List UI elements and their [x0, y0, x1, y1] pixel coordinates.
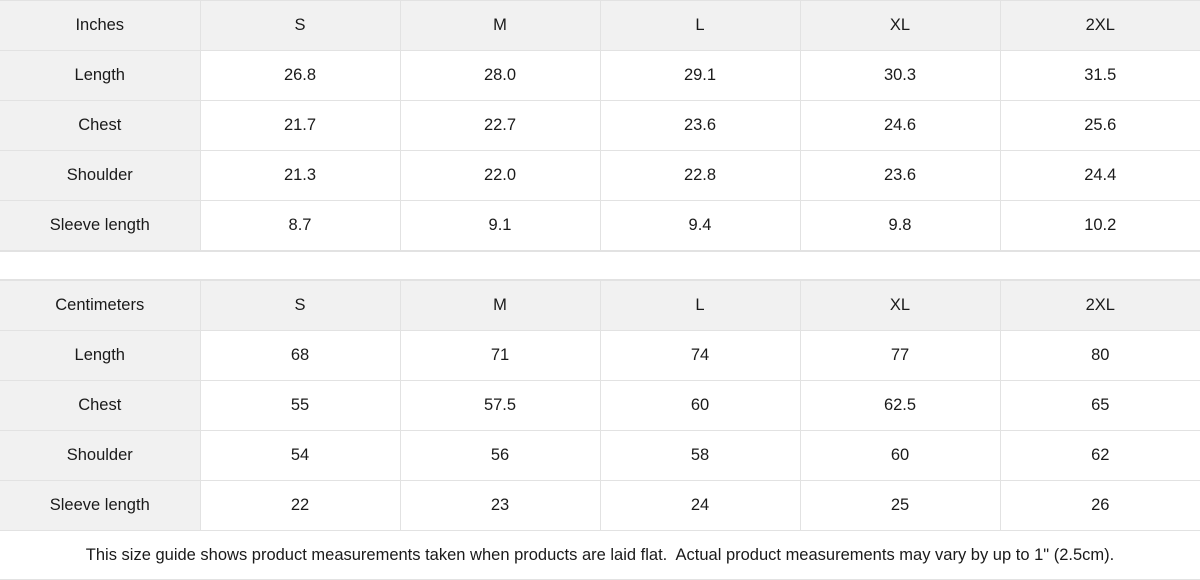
cell-length-m: 28.0: [400, 50, 601, 101]
cell-sleeve-length-s: 8.7: [200, 200, 401, 251]
row-label-length: Length: [0, 330, 201, 382]
cell-length-xl: 30.3: [800, 50, 1001, 101]
column-header-size-l: L: [600, 0, 801, 51]
table-row: Length 26.8 28.0 29.1 30.3 31.5: [0, 50, 1200, 101]
unit-label-centimeters: Centimeters: [0, 280, 201, 332]
cell-sleeve-length-l: 9.4: [600, 200, 801, 251]
table-row: Chest 21.7 22.7 23.6 24.6 25.6: [0, 100, 1200, 151]
cell-shoulder-s: 54: [200, 430, 401, 482]
cell-shoulder-2xl: 24.4: [1000, 150, 1200, 201]
column-header-size-s: S: [200, 280, 401, 332]
cell-sleeve-length-xl: 9.8: [800, 200, 1001, 251]
cell-shoulder-m: 56: [400, 430, 601, 482]
header-row: Inches S M L XL 2XL: [0, 0, 1200, 51]
cell-sleeve-length-2xl: 10.2: [1000, 200, 1200, 251]
row-label-chest: Chest: [0, 380, 201, 432]
column-header-size-m: M: [400, 0, 601, 51]
cell-shoulder-l: 22.8: [600, 150, 801, 201]
column-header-size-s: S: [200, 0, 401, 51]
cell-chest-m: 22.7: [400, 100, 601, 151]
cell-length-2xl: 80: [1000, 330, 1200, 382]
row-label-shoulder: Shoulder: [0, 150, 201, 201]
cell-length-xl: 77: [800, 330, 1001, 382]
cell-length-l: 74: [600, 330, 801, 382]
cell-sleeve-length-m: 9.1: [400, 200, 601, 251]
cell-shoulder-xl: 23.6: [800, 150, 1001, 201]
row-label-sleeve-length: Sleeve length: [0, 480, 201, 532]
cell-shoulder-m: 22.0: [400, 150, 601, 201]
cell-chest-l: 60: [600, 380, 801, 432]
cell-shoulder-2xl: 62: [1000, 430, 1200, 482]
column-header-size-2xl: 2XL: [1000, 0, 1200, 51]
table-row: Sleeve length 8.7 9.1 9.4 9.8 10.2: [0, 200, 1200, 251]
cell-sleeve-length-xl: 25: [800, 480, 1001, 532]
cell-length-m: 71: [400, 330, 601, 382]
table-separator: [0, 251, 1200, 281]
unit-label-inches: Inches: [0, 0, 201, 51]
row-label-shoulder: Shoulder: [0, 430, 201, 482]
table-body-inches: Length 26.8 28.0 29.1 30.3 31.5 Chest 21…: [0, 50, 1200, 251]
cell-chest-2xl: 25.6: [1000, 100, 1200, 151]
cell-shoulder-s: 21.3: [200, 150, 401, 201]
cell-sleeve-length-l: 24: [600, 480, 801, 532]
cell-length-s: 26.8: [200, 50, 401, 101]
cell-shoulder-l: 58: [600, 430, 801, 482]
cell-sleeve-length-m: 23: [400, 480, 601, 532]
cell-chest-s: 21.7: [200, 100, 401, 151]
column-header-size-xl: XL: [800, 0, 1001, 51]
cell-sleeve-length-2xl: 26: [1000, 480, 1200, 532]
table-row: Shoulder 54 56 58 60 62: [0, 430, 1200, 482]
header-row: Centimeters S M L XL 2XL: [0, 280, 1200, 332]
table-header-inches: Inches S M L XL 2XL: [0, 0, 1200, 51]
cell-chest-m: 57.5: [400, 380, 601, 432]
row-label-length: Length: [0, 50, 201, 101]
cell-chest-l: 23.6: [600, 100, 801, 151]
cell-length-s: 68: [200, 330, 401, 382]
table-row: Shoulder 21.3 22.0 22.8 23.6 24.4: [0, 150, 1200, 201]
table-row: Sleeve length 22 23 24 25 26: [0, 480, 1200, 532]
column-header-size-xl: XL: [800, 280, 1001, 332]
cell-length-2xl: 31.5: [1000, 50, 1200, 101]
size-guide-note: This size guide shows product measuremen…: [0, 531, 1200, 580]
cell-chest-xl: 24.6: [800, 100, 1001, 151]
table-row: Length 68 71 74 77 80: [0, 330, 1200, 382]
cell-chest-xl: 62.5: [800, 380, 1001, 432]
cell-sleeve-length-s: 22: [200, 480, 401, 532]
size-table-inches: Inches S M L XL 2XL Length 26.8 28.0 29.…: [0, 0, 1200, 251]
column-header-size-2xl: 2XL: [1000, 280, 1200, 332]
cell-chest-2xl: 65: [1000, 380, 1200, 432]
cell-chest-s: 55: [200, 380, 401, 432]
row-label-sleeve-length: Sleeve length: [0, 200, 201, 251]
cell-length-l: 29.1: [600, 50, 801, 101]
table-body-centimeters: Length 68 71 74 77 80 Chest 55 57.5 60 6…: [0, 330, 1200, 532]
column-header-size-m: M: [400, 280, 601, 332]
row-label-chest: Chest: [0, 100, 201, 151]
cell-shoulder-xl: 60: [800, 430, 1001, 482]
column-header-size-l: L: [600, 280, 801, 332]
size-table-centimeters: Centimeters S M L XL 2XL Length 68 71 74…: [0, 280, 1200, 532]
table-row: Chest 55 57.5 60 62.5 65: [0, 380, 1200, 432]
table-header-centimeters: Centimeters S M L XL 2XL: [0, 280, 1200, 332]
